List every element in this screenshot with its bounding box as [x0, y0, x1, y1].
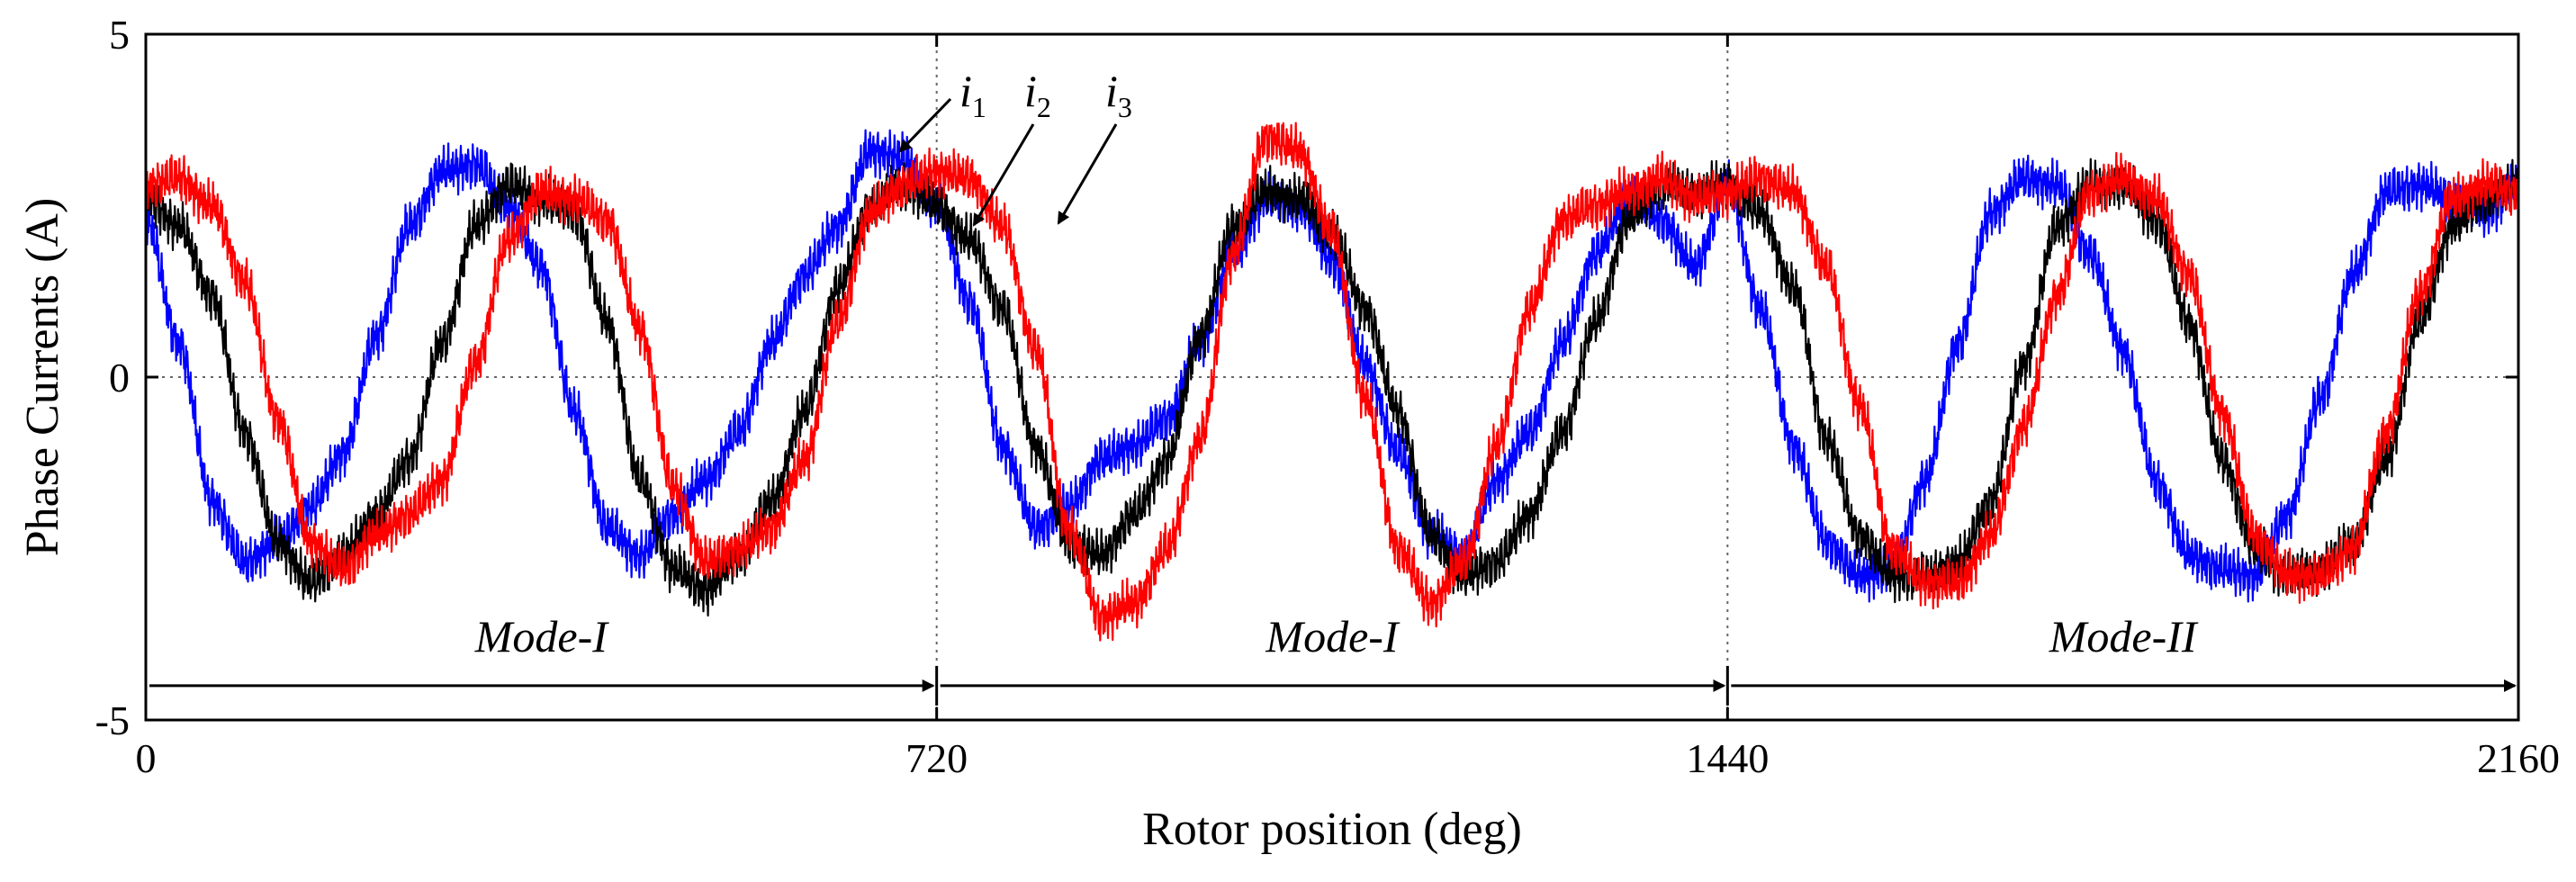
y-tick-labels: 5 0 -5 — [95, 12, 130, 743]
series-line-i1 — [144, 129, 2520, 603]
series-line-i3 — [144, 122, 2520, 642]
mode-label: Mode-I — [474, 611, 609, 662]
callout-i2: i2 — [1024, 66, 1051, 123]
y-tick-label: 0 — [109, 355, 130, 400]
grid-lines — [146, 34, 2518, 720]
y-axis-label: Phase Currents (A) — [17, 198, 68, 557]
callout-arrow — [972, 123, 1035, 227]
mode-label: Mode-I — [1265, 611, 1400, 662]
mode-annotations: Mode-I Mode-I Mode-II — [144, 611, 2517, 706]
callout-arrow — [898, 97, 952, 153]
x-tick-label: 2160 — [2477, 735, 2560, 781]
x-tick-label: 1440 — [1686, 735, 1769, 781]
x-tick-labels: 0 720 1440 2160 — [136, 735, 2561, 781]
x-axis-label: Rotor position (deg) — [1142, 804, 1522, 855]
callout-arrow — [1057, 123, 1118, 225]
mode-label: Mode-II — [2049, 611, 2199, 662]
axis-ticks — [144, 32, 2520, 722]
x-tick-label: 720 — [905, 735, 968, 781]
callout-i3: i3 — [1105, 66, 1132, 123]
y-tick-label: 5 — [109, 12, 130, 58]
y-tick-label: -5 — [95, 698, 130, 743]
series-layer — [144, 122, 2520, 642]
callout-i1: i1 — [959, 66, 986, 123]
series-callouts: i1 i2 i3 — [898, 66, 1132, 227]
x-tick-label: 0 — [136, 735, 157, 781]
